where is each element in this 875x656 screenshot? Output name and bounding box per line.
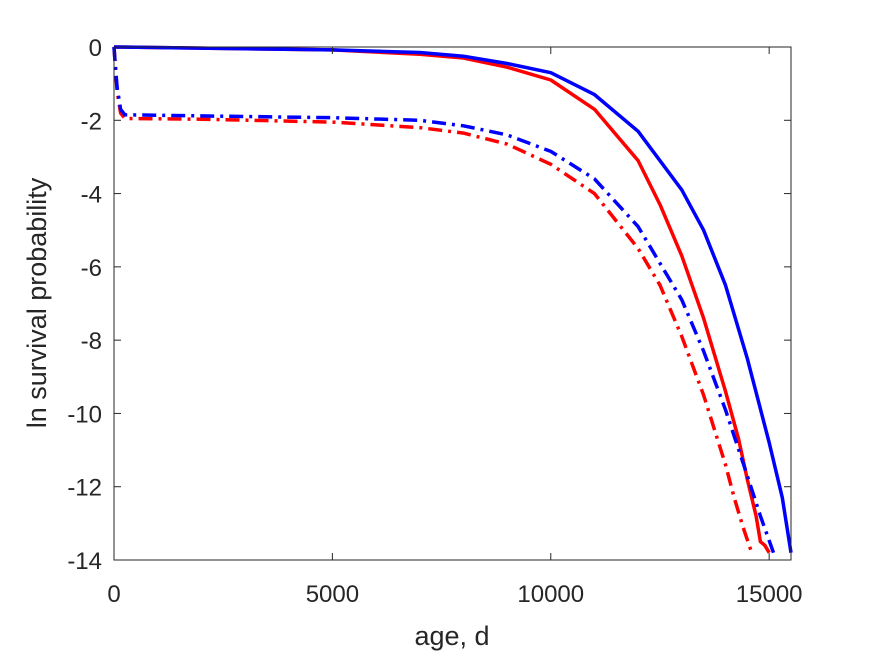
series-line-3 (112, 46, 754, 554)
y-tick-label: -2 (81, 108, 102, 135)
series-line-4 (112, 46, 776, 554)
y-tick-label: -14 (67, 548, 102, 575)
x-tick-label: 15000 (736, 581, 803, 608)
x-tick-label: 5000 (306, 581, 359, 608)
series-line-1 (113, 45, 771, 554)
y-tick-label: -4 (81, 182, 102, 209)
x-tick-label: 10000 (517, 581, 584, 608)
plot-box (113, 46, 792, 561)
series-layer (112, 45, 793, 554)
y-axis-label: ln survival probability (22, 177, 52, 428)
y-tick-label: -6 (81, 255, 102, 282)
series-line-2 (113, 45, 793, 553)
x-tick-label: 0 (107, 581, 120, 608)
y-tick-label: -8 (81, 328, 102, 355)
y-tick-label: -12 (67, 475, 102, 502)
y-tick-label: -10 (67, 401, 102, 428)
y-tick-label: 0 (89, 35, 102, 62)
tick-layer: 0 5000 10000 15000 0 -2 -4 -6 -8 -10 -12 -14 (67, 35, 802, 608)
plot-area (114, 47, 791, 560)
x-axis-label: age, d (414, 621, 489, 651)
